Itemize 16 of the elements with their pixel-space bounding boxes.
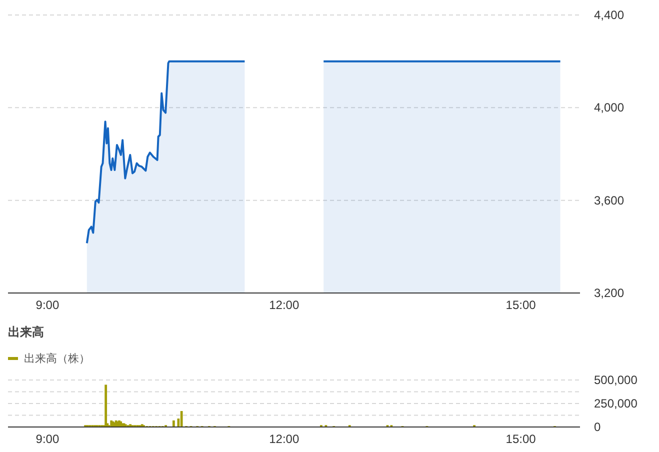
x-tick-label: 12:00 [269, 298, 300, 312]
x-tick-label: 9:00 [36, 432, 60, 446]
chart-title: 出来高 [8, 325, 44, 339]
legend-item: 出来高（株） [8, 353, 90, 365]
x-tick-label: 12:00 [269, 432, 300, 446]
y-tick-label: 0 [594, 420, 601, 434]
y-tick-label: 500,000 [594, 373, 638, 387]
y-tick-label: 250,000 [594, 396, 638, 410]
x-tick-label: 9:00 [36, 298, 60, 312]
y-tick-label: 4,400 [594, 8, 624, 22]
x-tick-label: 15:00 [506, 432, 536, 446]
x-tick-label: 15:00 [506, 298, 536, 312]
legend-label: 出来高（株） [24, 352, 90, 365]
y-tick-label: 3,200 [594, 286, 624, 300]
y-tick-label: 3,600 [594, 193, 624, 208]
y-tick-label: 4,000 [594, 100, 624, 115]
